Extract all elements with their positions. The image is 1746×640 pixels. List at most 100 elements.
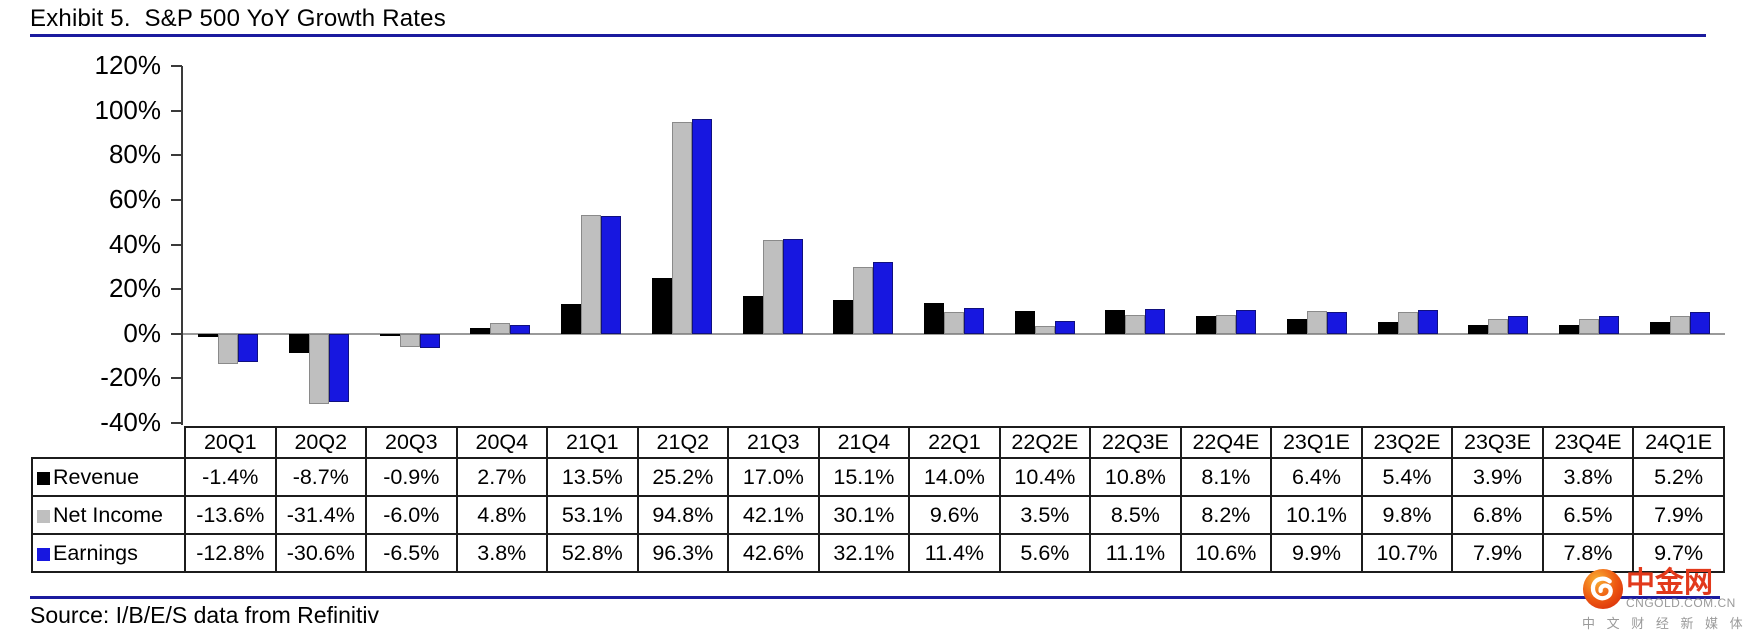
value-cell: 10.1% (1270, 495, 1363, 535)
value-cell: 42.1% (727, 495, 820, 535)
source-note: Source: I/B/E/S data from Refinitiv (30, 602, 379, 628)
bar-earnings (873, 262, 894, 334)
bar-revenue (470, 327, 491, 334)
value-cell: 9.8% (1360, 495, 1454, 535)
value-cell: 8.5% (1089, 495, 1182, 535)
column-header: 23Q4E (1541, 426, 1635, 459)
column-header: 23Q3E (1451, 426, 1544, 459)
value-cell: 11.1% (1089, 533, 1182, 573)
y-axis-label: 60% (108, 183, 161, 214)
value-cell: 5.6% (998, 533, 1092, 573)
value-cell: -0.9% (365, 457, 458, 497)
y-axis-label: -40% (100, 407, 161, 437)
bar-net_income (671, 122, 692, 334)
bar-net_income (1669, 316, 1690, 334)
y-axis-label: 120% (94, 50, 162, 80)
value-cell: 32.1% (817, 533, 911, 573)
y-axis-tick (171, 243, 182, 246)
bar-net_income (490, 323, 511, 334)
bar-earnings (782, 238, 803, 334)
column-header: 21Q3 (727, 426, 820, 459)
y-axis-label: -20% (100, 362, 161, 393)
bar-revenue (651, 277, 672, 334)
value-cell: 3.9% (1451, 457, 1544, 497)
value-cell: 94.8% (636, 495, 730, 535)
bar-net_income (1578, 319, 1599, 334)
value-cell: 52.8% (546, 533, 639, 573)
column-header: 20Q2 (274, 426, 368, 459)
value-cell: 6.5% (1541, 495, 1635, 535)
value-cell: 13.5% (546, 457, 639, 497)
bar-earnings (1236, 310, 1257, 334)
data-table: 20Q1 20Q2 20Q3 20Q4 21Q1 21Q2 21Q3 21Q4 22Q1 22Q2… (31, 426, 1725, 573)
column-header: 22Q4E (1179, 426, 1273, 459)
value-cell: 10.8% (1089, 457, 1182, 497)
bar-net_income (1216, 315, 1237, 334)
bar-revenue (1377, 321, 1398, 334)
table-row: Net Income -13.6% -31.4% -6.0% 4.8% 53.1% 94.8… (31, 495, 1725, 535)
column-header: 24Q1E (1632, 426, 1725, 459)
y-axis-line (181, 66, 183, 425)
value-cell: 96.3% (636, 533, 730, 573)
bar-earnings (419, 333, 440, 349)
value-cell: 3.5% (998, 495, 1092, 535)
bar-revenue (924, 302, 944, 334)
y-axis-tick (171, 109, 182, 112)
series-label: Earnings (31, 533, 186, 573)
bar-net_income (1125, 314, 1146, 334)
value-cell: 7.9% (1632, 495, 1725, 535)
bar-revenue (1286, 319, 1307, 334)
value-cell: -13.6% (184, 495, 277, 535)
value-cell: 10.7% (1360, 533, 1454, 573)
watermark-tagline: 中 文 财 经 新 媒 体 (1582, 616, 1746, 631)
bar-revenue (1468, 325, 1489, 334)
value-cell: 53.1% (546, 495, 639, 535)
series-label: Net Income (31, 495, 186, 535)
value-cell: 9.9% (1270, 533, 1363, 573)
bar-revenue (742, 295, 763, 334)
bar-net_income (1034, 325, 1055, 334)
value-cell: 7.9% (1451, 533, 1544, 573)
column-header: 23Q1E (1270, 426, 1363, 459)
bar-earnings (964, 308, 984, 334)
bar-revenue (379, 333, 400, 336)
bar-earnings (1326, 311, 1347, 334)
column-header: 22Q1 (908, 426, 1001, 459)
exhibit-title: Exhibit 5. S&P 500 YoY Growth Rates (30, 5, 446, 32)
bar-earnings (1689, 312, 1710, 334)
bar-net_income (399, 333, 420, 348)
value-cell: 9.6% (908, 495, 1001, 535)
column-header: 23Q2E (1360, 426, 1454, 459)
bar-net_income (1488, 318, 1509, 334)
column-header: 22Q2E (998, 426, 1092, 459)
value-cell: 30.1% (817, 495, 911, 535)
value-cell: 5.2% (1632, 457, 1725, 497)
corner-cell (32, 427, 185, 458)
bar-net_income (853, 266, 874, 334)
watermark-logo-icon (1582, 568, 1624, 610)
value-cell: 3.8% (455, 533, 549, 573)
y-axis-label: 40% (108, 228, 161, 259)
bar-earnings (329, 333, 350, 403)
y-axis-label: 20% (108, 273, 161, 304)
value-cell: 10.6% (1179, 533, 1273, 573)
y-axis-tick (171, 65, 182, 67)
bar-earnings (1145, 308, 1166, 334)
bar-net_income (1397, 311, 1418, 334)
column-header: 20Q1 (184, 426, 277, 459)
watermark: 中金网 CNGOLD.COM.CN 中 文 财 经 新 媒 体 (1582, 568, 1746, 632)
column-header: 21Q4 (817, 426, 911, 459)
series-label: Revenue (31, 457, 186, 497)
value-cell: -8.7% (274, 457, 368, 497)
legend-swatch-icon (37, 547, 50, 561)
y-axis-label: 100% (94, 94, 162, 125)
value-cell: 10.4% (998, 457, 1092, 497)
y-axis-tick (171, 332, 182, 335)
value-cell: -31.4% (274, 495, 368, 535)
value-cell: 8.2% (1179, 495, 1273, 535)
value-cell: 11.4% (908, 533, 1001, 573)
value-cell: 17.0% (727, 457, 820, 497)
legend-swatch-icon (37, 471, 50, 485)
bar-net_income (1306, 311, 1327, 334)
